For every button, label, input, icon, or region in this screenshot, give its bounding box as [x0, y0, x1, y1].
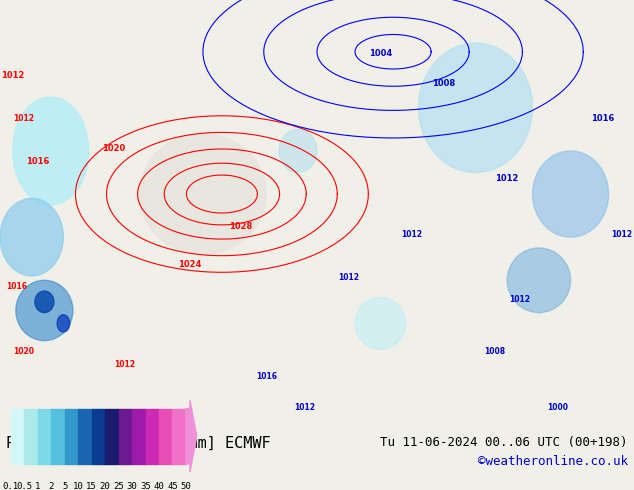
- Text: 2: 2: [49, 482, 54, 490]
- Text: 1012: 1012: [1, 71, 24, 79]
- Text: 1008: 1008: [432, 79, 455, 88]
- Text: 1028: 1028: [230, 221, 252, 230]
- Text: 50: 50: [181, 482, 191, 490]
- Ellipse shape: [355, 297, 406, 349]
- Bar: [105, 409, 119, 464]
- Text: 1012: 1012: [496, 174, 519, 183]
- Text: 1012: 1012: [114, 360, 135, 368]
- Ellipse shape: [279, 129, 317, 172]
- Ellipse shape: [507, 248, 571, 313]
- Bar: [51, 409, 65, 464]
- Ellipse shape: [35, 291, 54, 313]
- Ellipse shape: [13, 97, 89, 205]
- Text: 1004: 1004: [369, 49, 392, 58]
- Bar: [172, 409, 186, 464]
- Text: 1012: 1012: [611, 230, 632, 239]
- Text: Tu 11-06-2024 00..06 UTC (00+198): Tu 11-06-2024 00..06 UTC (00+198): [380, 436, 628, 449]
- Text: 15: 15: [86, 482, 97, 490]
- Ellipse shape: [16, 280, 73, 341]
- Bar: [91, 409, 105, 464]
- Text: 0.5: 0.5: [16, 482, 32, 490]
- Text: 0.1: 0.1: [3, 482, 19, 490]
- Ellipse shape: [139, 134, 266, 254]
- Bar: [65, 409, 78, 464]
- Text: 1012: 1012: [294, 403, 315, 412]
- Text: 1012: 1012: [509, 295, 531, 304]
- Text: 40: 40: [153, 482, 164, 490]
- Text: 5: 5: [62, 482, 67, 490]
- Bar: [11, 409, 24, 464]
- Bar: [24, 409, 38, 464]
- Text: 1016: 1016: [256, 372, 277, 381]
- Text: 1012: 1012: [13, 114, 34, 122]
- Text: 1016: 1016: [6, 282, 27, 291]
- Text: ©weatheronline.co.uk: ©weatheronline.co.uk: [477, 455, 628, 468]
- Text: 1016: 1016: [591, 114, 614, 122]
- Text: 1: 1: [35, 482, 41, 490]
- Bar: [119, 409, 132, 464]
- Text: 1008: 1008: [484, 346, 505, 356]
- Text: 20: 20: [100, 482, 110, 490]
- Text: 1000: 1000: [547, 403, 569, 412]
- Ellipse shape: [57, 315, 70, 332]
- Text: 35: 35: [140, 482, 151, 490]
- Ellipse shape: [418, 43, 533, 172]
- Text: 1020: 1020: [103, 144, 126, 153]
- Text: 45: 45: [167, 482, 178, 490]
- Text: 1020: 1020: [13, 346, 34, 356]
- Text: 1024: 1024: [179, 260, 202, 270]
- Text: 1012: 1012: [401, 230, 423, 239]
- FancyArrow shape: [186, 400, 197, 472]
- Text: 25: 25: [113, 482, 124, 490]
- Bar: [132, 409, 145, 464]
- Bar: [159, 409, 172, 464]
- Text: 1016: 1016: [27, 157, 49, 166]
- Ellipse shape: [0, 198, 63, 276]
- Text: Precipitation (6h) [mm] ECMWF: Precipitation (6h) [mm] ECMWF: [6, 436, 271, 451]
- Bar: [145, 409, 159, 464]
- Text: 1012: 1012: [338, 273, 359, 282]
- Ellipse shape: [533, 151, 609, 237]
- Text: 30: 30: [127, 482, 138, 490]
- Text: 10: 10: [73, 482, 84, 490]
- Bar: [38, 409, 51, 464]
- Bar: [78, 409, 91, 464]
